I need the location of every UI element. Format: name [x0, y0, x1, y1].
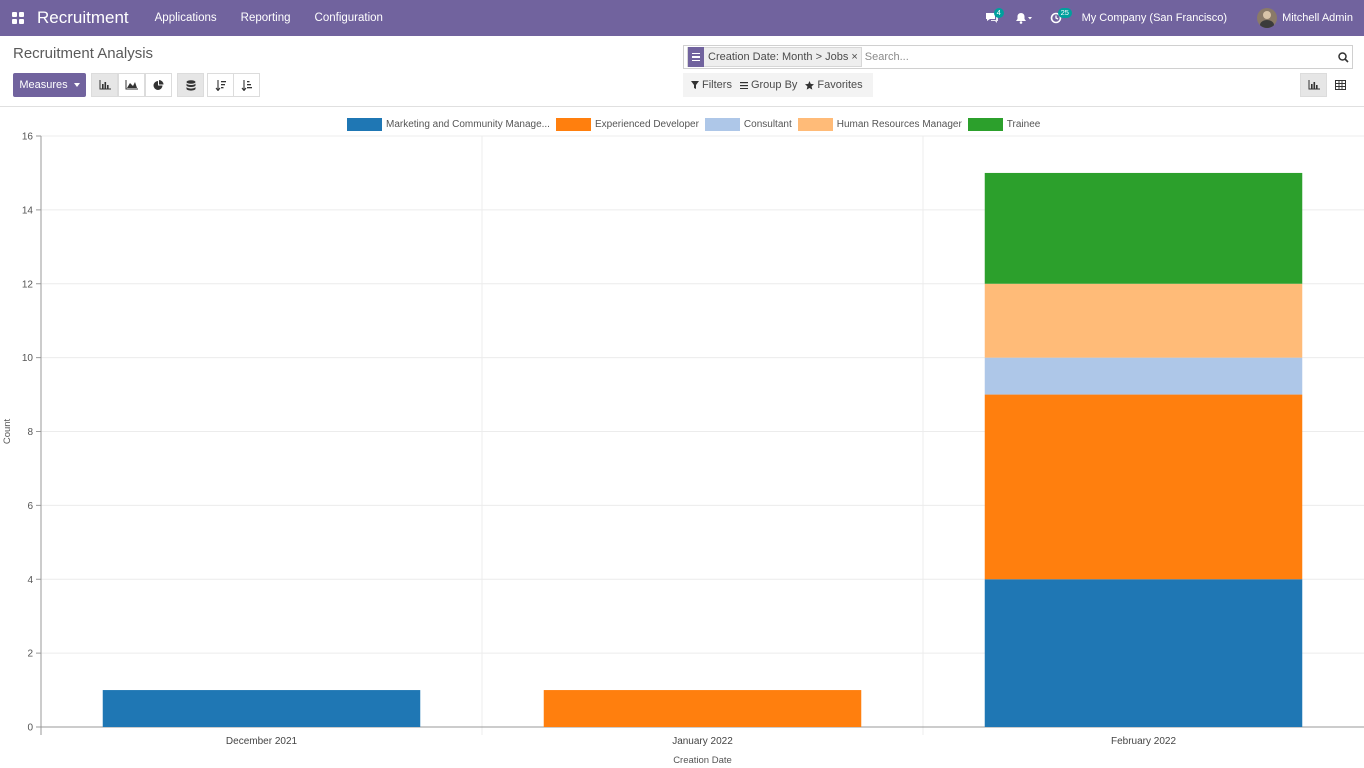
legend-item[interactable]: Experienced Developer — [555, 117, 699, 131]
search-options: Filters Group By Favorites — [683, 73, 873, 97]
sort-ascending-button[interactable] — [233, 73, 260, 97]
y-tick-label: 10 — [22, 353, 34, 364]
y-tick-label: 6 — [27, 501, 33, 512]
pie-chart-icon — [153, 79, 164, 90]
y-tick-label: 4 — [27, 575, 33, 586]
search-icon[interactable] — [1334, 47, 1352, 67]
y-tick-label: 8 — [27, 427, 33, 438]
legend-label: Experienced Developer — [594, 118, 699, 130]
y-tick-label: 16 — [22, 132, 34, 143]
app-brand[interactable]: Recruitment — [37, 8, 129, 27]
bars-icon — [739, 81, 748, 89]
bar-segment[interactable] — [102, 690, 421, 727]
bar-segment[interactable] — [984, 172, 1303, 284]
recruitment-bar-chart: 0 2 4 6 8 10 12 14 16 December 2021 January 2022 Fe… — [2, 132, 1364, 766]
top-navbar: Recruitment Applications Reporting Confi… — [0, 0, 1364, 36]
menu-applications[interactable]: Applications — [154, 12, 217, 24]
y-axis-label: Count — [2, 418, 13, 444]
menu-reporting[interactable]: Reporting — [240, 12, 291, 24]
star-icon — [805, 80, 815, 90]
group-by-facet-icon — [688, 47, 704, 67]
measures-label: Measures — [19, 79, 68, 91]
group-by-label: Group By — [750, 79, 798, 91]
x-tick-label: February 2022 — [1111, 736, 1176, 747]
messages-badge: 4 — [993, 8, 1004, 18]
y-tick-label: 2 — [27, 649, 33, 660]
group-by-dropdown[interactable]: Group By — [732, 79, 797, 91]
notifications-button[interactable] — [1008, 0, 1040, 36]
filters-dropdown[interactable]: Filters — [683, 79, 732, 91]
filters-label: Filters — [702, 79, 732, 91]
legend-item[interactable]: Human Resources Manager — [797, 117, 962, 131]
search-bar: Creation Date: Month > Jobs × — [683, 45, 1353, 69]
pivot-view-button[interactable] — [1327, 73, 1354, 97]
line-chart-button[interactable] — [118, 73, 145, 97]
favorites-dropdown[interactable]: Favorites — [797, 79, 863, 91]
legend-swatch — [967, 117, 1003, 131]
area-chart-icon — [125, 80, 138, 90]
favorites-label: Favorites — [817, 79, 863, 91]
y-tick-label: 0 — [27, 723, 33, 734]
apps-menu-icon[interactable] — [0, 0, 36, 36]
control-panel: Recruitment Analysis Measures Creation D… — [0, 36, 1364, 107]
bar-segment[interactable] — [984, 394, 1303, 580]
legend-label: Human Resources Manager — [836, 118, 962, 130]
page-title: Recruitment Analysis — [13, 45, 154, 62]
x-tick-label: December 2021 — [226, 736, 298, 747]
sort-ascending-icon — [241, 79, 252, 91]
clock-icon — [1050, 12, 1061, 24]
user-name: Mitchell Admin — [1282, 12, 1353, 24]
activities-badge: 25 — [1057, 8, 1072, 18]
legend-label: Marketing and Community Manage... — [386, 118, 550, 130]
measures-button[interactable]: Measures — [13, 73, 86, 97]
activities-button[interactable]: 25 — [1040, 0, 1072, 36]
caret-down-icon — [73, 83, 80, 87]
y-tick-label: 12 — [22, 279, 34, 290]
bar-chart-icon — [99, 80, 111, 90]
legend-item[interactable]: Trainee — [967, 117, 1041, 131]
bar-chart-icon — [1308, 80, 1320, 90]
user-menu[interactable]: Mitchell Admin — [1257, 8, 1353, 28]
bar-segment[interactable] — [984, 357, 1303, 395]
pie-chart-button[interactable] — [145, 73, 172, 97]
bar-segment[interactable] — [984, 283, 1303, 358]
search-input[interactable] — [864, 47, 1334, 67]
y-tick-label: 14 — [22, 205, 34, 216]
filter-icon — [691, 81, 699, 89]
bar-chart-button[interactable] — [91, 73, 118, 97]
x-axis-label: Creation Date — [673, 755, 732, 766]
legend-item[interactable]: Marketing and Community Manage... — [347, 117, 550, 131]
bar-segment[interactable] — [984, 579, 1303, 727]
x-tick-label: January 2022 — [672, 736, 733, 747]
search-facet: Creation Date: Month > Jobs × — [687, 47, 862, 67]
database-icon — [186, 79, 195, 91]
facet-remove-icon[interactable]: × — [851, 51, 858, 63]
legend-swatch — [797, 117, 833, 131]
bar-segment[interactable] — [543, 690, 862, 727]
legend-label: Trainee — [1006, 118, 1041, 130]
legend-swatch — [704, 117, 740, 131]
legend-swatch — [347, 117, 382, 131]
facet-value: Creation Date: Month > Jobs — [708, 51, 849, 63]
sort-descending-icon — [215, 79, 226, 91]
table-icon — [1335, 80, 1346, 90]
bell-icon — [1015, 13, 1032, 24]
legend-item[interactable]: Consultant — [704, 117, 792, 131]
company-switcher[interactable]: My Company (San Francisco) — [1081, 12, 1228, 24]
avatar — [1257, 8, 1278, 28]
messages-button[interactable]: 4 — [976, 0, 1008, 36]
sort-descending-button[interactable] — [207, 73, 234, 97]
legend-swatch — [555, 117, 591, 131]
menu-configuration[interactable]: Configuration — [314, 12, 383, 24]
legend-label: Consultant — [743, 118, 792, 130]
stacked-button[interactable] — [177, 73, 204, 97]
chart-legend: Marketing and Community Manage... Experie… — [347, 117, 1046, 131]
graph-view-button[interactable] — [1300, 73, 1327, 97]
